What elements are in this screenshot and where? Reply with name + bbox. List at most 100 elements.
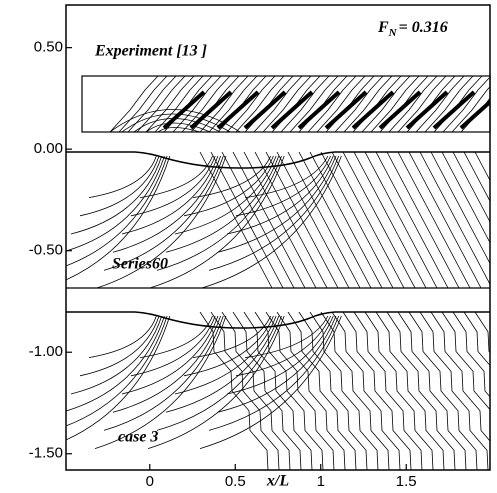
contour-line (452, 152, 490, 223)
contour-line (217, 315, 337, 413)
contour-line (276, 152, 350, 288)
contour-line (109, 109, 241, 132)
contour-line (342, 152, 416, 288)
contour-line (216, 90, 260, 130)
contour-line (419, 152, 490, 286)
contour-line (408, 312, 478, 470)
contour-line (221, 152, 295, 288)
contour-line (441, 312, 490, 411)
contour-line (265, 312, 335, 470)
contour-line (270, 90, 314, 130)
contour-line (157, 127, 201, 132)
contour-line (441, 152, 490, 244)
contour-line (415, 76, 465, 132)
contour-line (287, 152, 361, 288)
contour-line (298, 312, 368, 470)
contour-line (361, 76, 411, 132)
contour-line (66, 315, 165, 412)
contour-line (192, 155, 272, 198)
contour-line (254, 152, 328, 288)
contour-line (118, 76, 168, 132)
contour-line (280, 76, 330, 132)
contour-line (397, 312, 467, 470)
contour-line (148, 155, 285, 288)
contour-line (343, 76, 393, 132)
froude-text: = 0.316 (399, 19, 448, 36)
x-tick-label: 1.5 (396, 473, 417, 490)
contour-line (324, 90, 368, 130)
contour-line (235, 155, 331, 217)
contour-line (66, 155, 171, 281)
contour-line (331, 152, 405, 288)
contour-line (353, 152, 427, 288)
contour-line (334, 76, 384, 132)
contour-line (192, 315, 272, 358)
contour-line (424, 76, 474, 132)
contour-line (375, 312, 445, 470)
contour-line (154, 76, 204, 132)
contour-line (244, 155, 329, 198)
contour-line (217, 155, 337, 253)
contour-line (199, 152, 273, 288)
contour-line (130, 155, 216, 217)
contour-line (94, 315, 227, 449)
contour-lines (66, 76, 490, 470)
annotation: Series60 (112, 256, 168, 273)
contour-line (378, 90, 422, 130)
hull-outline (66, 151, 490, 169)
contour-line (139, 155, 213, 198)
contour-line (430, 152, 490, 265)
contour-line (370, 76, 420, 132)
contour-line (442, 76, 490, 132)
contour-line (243, 312, 313, 470)
contour-line (88, 315, 157, 358)
hull-outline (66, 311, 490, 329)
contour-line (386, 152, 460, 288)
contour-line (174, 315, 277, 395)
contour-line (235, 76, 285, 132)
contour-line (208, 315, 340, 431)
contour-line (70, 155, 163, 235)
contour-line (463, 312, 490, 367)
contour-line (165, 155, 280, 253)
contour-line (320, 312, 390, 470)
contour-line (88, 155, 157, 198)
contour-line (139, 315, 213, 358)
contour-line (145, 122, 211, 132)
contour-line (156, 315, 282, 431)
contour-line (109, 76, 159, 132)
contour-line (316, 76, 366, 132)
contour-line (136, 76, 186, 132)
contour-line (254, 312, 324, 470)
contour-line (199, 312, 269, 470)
contour-line (364, 152, 438, 288)
contour-line (121, 315, 219, 395)
plot-frame (65, 4, 491, 471)
contour-line (210, 312, 280, 470)
contour-line (397, 152, 471, 288)
contour-line (397, 76, 447, 132)
contour-line (459, 99, 490, 130)
contour-line (165, 315, 280, 413)
contour-line (452, 312, 490, 398)
froude-subscript: N (388, 27, 398, 39)
contour-line (112, 315, 221, 413)
contour-line (244, 315, 329, 358)
contour-line (208, 155, 340, 271)
contour-line (79, 155, 160, 217)
contour-line (451, 86, 490, 132)
contour-line (289, 76, 339, 132)
x-axis-label: x/L (266, 473, 289, 490)
contour-line (200, 155, 342, 288)
contour-panel (66, 312, 490, 470)
contour-line (121, 155, 219, 235)
contour-line (172, 76, 222, 132)
y-tick-label: 0.00 (34, 140, 63, 157)
contour-line (243, 90, 287, 130)
contour-line (95, 155, 227, 288)
contour-line (235, 315, 331, 377)
contour-line (353, 312, 423, 470)
contour-line (388, 76, 438, 132)
contour-line (79, 315, 160, 377)
